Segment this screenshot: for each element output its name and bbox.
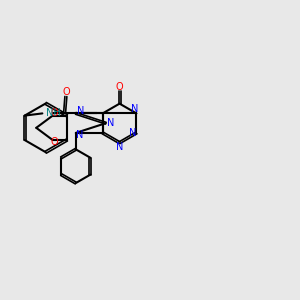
Text: O: O: [62, 87, 70, 97]
Text: O: O: [51, 108, 58, 118]
Text: N: N: [106, 118, 114, 128]
Text: NH: NH: [46, 108, 61, 118]
Text: O: O: [116, 82, 123, 92]
Text: O: O: [51, 137, 58, 147]
Text: N: N: [116, 142, 123, 152]
Text: N: N: [76, 106, 84, 116]
Text: N: N: [129, 128, 137, 138]
Text: N: N: [76, 130, 83, 140]
Text: N: N: [130, 104, 138, 114]
